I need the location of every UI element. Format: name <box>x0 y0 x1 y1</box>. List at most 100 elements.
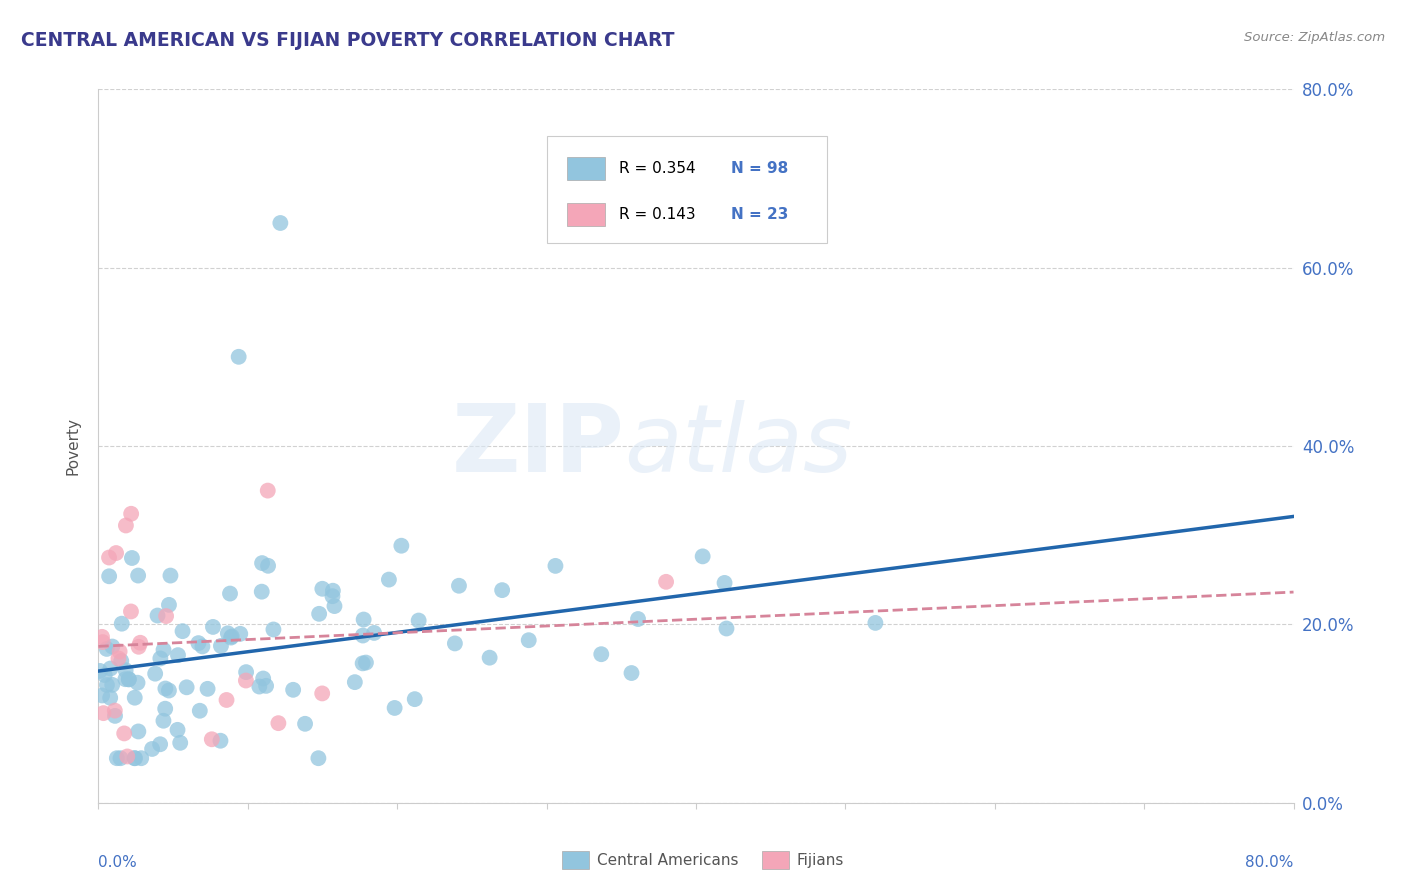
Point <box>143 666 166 681</box>
Point <box>235 673 257 688</box>
Point <box>93 668 115 682</box>
Point <box>229 627 252 641</box>
Point <box>865 615 887 630</box>
Point <box>201 732 224 747</box>
Text: R = 0.354: R = 0.354 <box>620 161 696 176</box>
Point <box>478 650 501 665</box>
Point <box>100 661 122 675</box>
Point <box>191 640 214 654</box>
Point <box>120 605 142 619</box>
Point <box>491 583 513 598</box>
Point <box>692 549 714 564</box>
Point <box>215 693 238 707</box>
Point <box>91 630 114 644</box>
Point <box>217 626 239 640</box>
Text: 80.0%: 80.0% <box>1246 855 1294 870</box>
Point <box>155 681 177 696</box>
Point <box>121 551 143 566</box>
Point <box>353 613 375 627</box>
Point <box>172 624 194 639</box>
Point <box>197 681 219 696</box>
Point <box>408 614 430 628</box>
Y-axis label: Poverty: Poverty <box>65 417 80 475</box>
Point <box>127 675 149 690</box>
Point <box>404 692 426 706</box>
Point <box>124 751 146 765</box>
Point <box>544 558 567 573</box>
Point <box>91 635 114 649</box>
Point <box>247 680 270 694</box>
Point <box>713 575 735 590</box>
Point <box>91 689 114 703</box>
Point <box>127 724 149 739</box>
Point <box>716 622 738 636</box>
Point <box>620 666 643 681</box>
Text: 0.0%: 0.0% <box>98 855 138 870</box>
Point <box>149 737 172 751</box>
Point <box>188 704 211 718</box>
Point <box>352 657 374 671</box>
Point <box>322 583 344 598</box>
Point <box>363 626 385 640</box>
Text: CENTRAL AMERICAN VS FIJIAN POVERTY CORRELATION CHART: CENTRAL AMERICAN VS FIJIAN POVERTY CORRE… <box>21 31 675 50</box>
FancyBboxPatch shape <box>547 136 827 243</box>
Point <box>108 644 131 658</box>
Point <box>169 736 191 750</box>
Point <box>124 751 146 765</box>
Point <box>104 709 127 723</box>
Point <box>118 673 141 687</box>
Point <box>146 608 169 623</box>
Point <box>120 507 142 521</box>
Point <box>167 648 190 662</box>
Point <box>129 636 152 650</box>
Point <box>101 678 124 692</box>
Point <box>152 643 174 657</box>
Point <box>209 639 232 653</box>
Point <box>115 518 138 533</box>
Point <box>149 651 172 665</box>
Point <box>354 656 377 670</box>
Text: ZIP: ZIP <box>451 400 624 492</box>
Point <box>89 664 111 678</box>
Text: Source: ZipAtlas.com: Source: ZipAtlas.com <box>1244 31 1385 45</box>
Point <box>384 701 406 715</box>
Point <box>105 751 128 765</box>
Point <box>127 568 149 582</box>
FancyBboxPatch shape <box>567 157 605 180</box>
Point <box>378 573 401 587</box>
Point <box>107 651 129 665</box>
Point <box>152 714 174 728</box>
Point <box>124 690 146 705</box>
Point <box>627 612 650 626</box>
Point <box>117 749 139 764</box>
Point <box>209 733 232 747</box>
Point <box>311 686 333 700</box>
Point <box>281 682 304 697</box>
Point <box>444 636 467 650</box>
Point <box>114 663 136 677</box>
Text: atlas: atlas <box>624 401 852 491</box>
Point <box>321 589 343 603</box>
Point <box>110 751 132 765</box>
Point <box>118 673 141 687</box>
Point <box>176 681 198 695</box>
Point <box>98 550 121 565</box>
Point <box>655 574 678 589</box>
Point <box>101 640 124 654</box>
Point <box>235 665 257 680</box>
Point <box>262 623 284 637</box>
Point <box>343 675 366 690</box>
Point <box>323 599 346 613</box>
Point <box>294 716 316 731</box>
Point <box>104 704 127 718</box>
FancyBboxPatch shape <box>567 203 605 227</box>
Point <box>352 628 374 642</box>
Point <box>250 556 273 570</box>
Point <box>254 679 277 693</box>
Point <box>114 672 136 686</box>
Point <box>141 742 163 756</box>
Point <box>201 620 224 634</box>
Point <box>96 641 118 656</box>
Point <box>219 586 242 600</box>
Point <box>166 723 188 737</box>
